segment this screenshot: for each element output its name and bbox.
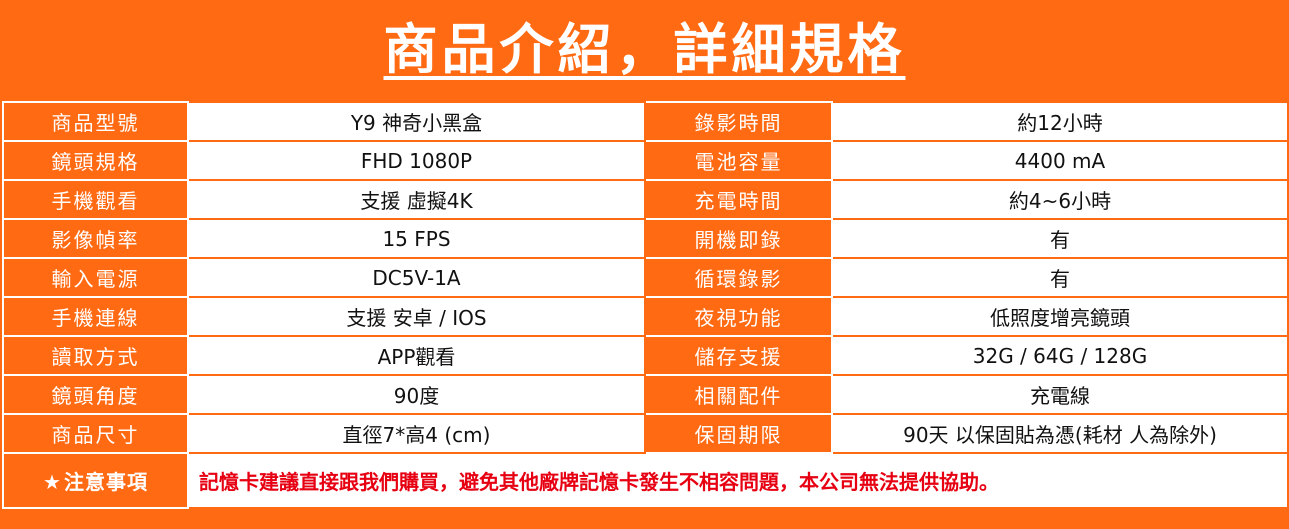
spec-label: 電池容量 — [644, 140, 833, 181]
notice-label: 注意事項 — [63, 470, 148, 494]
spec-row: 輸入電源 DC5V-1A 循環錄影 有 — [2, 257, 1289, 298]
spec-value: 支援 虛擬4K — [187, 179, 646, 220]
spec-value: APP觀看 — [187, 335, 646, 376]
spec-label: 開機即錄 — [644, 218, 833, 259]
star-icon: ★ — [43, 470, 62, 494]
spec-row: 讀取方式 APP觀看 儲存支援 32G / 64G / 128G — [2, 335, 1289, 376]
spec-value: FHD 1080P — [187, 140, 646, 181]
spec-value: Y9 神奇小黑盒 — [187, 101, 646, 142]
spec-value: 充電線 — [831, 374, 1289, 415]
spec-row: 手機觀看 支援 虛擬4K 充電時間 約4~6小時 — [2, 179, 1289, 220]
spec-value: 4400 mA — [831, 140, 1289, 181]
spec-label: 保固期限 — [644, 413, 833, 454]
spec-label: 商品型號 — [2, 101, 189, 142]
spec-label: 儲存支援 — [644, 335, 833, 376]
title-bar: 商品介紹，詳細規格 — [0, 0, 1289, 100]
spec-label: 手機連線 — [2, 296, 189, 337]
spec-value: 直徑7*高4 (cm) — [187, 413, 646, 454]
page-title: 商品介紹，詳細規格 — [383, 18, 906, 81]
spec-row: 手機連線 支援 安卓 / IOS 夜視功能 低照度增亮鏡頭 — [2, 296, 1289, 337]
spec-label: 輸入電源 — [2, 257, 189, 298]
spec-value: 90度 — [187, 374, 646, 415]
notice-text: 記憶卡建議直接跟我們購買，避免其他廠牌記憶卡發生不相容問題，本公司無法提供協助。 — [187, 452, 1289, 509]
spec-value: 有 — [831, 257, 1289, 298]
spec-label: 手機觀看 — [2, 179, 189, 220]
spec-row: 影像幀率 15 FPS 開機即錄 有 — [2, 218, 1289, 259]
spec-value: 有 — [831, 218, 1289, 259]
spec-label: 鏡頭角度 — [2, 374, 189, 415]
spec-value: 低照度增亮鏡頭 — [831, 296, 1289, 337]
spec-row: 商品型號 Y9 神奇小黑盒 錄影時間 約12小時 — [2, 101, 1289, 142]
spec-label: 充電時間 — [644, 179, 833, 220]
spec-value: 約4~6小時 — [831, 179, 1289, 220]
spec-value: 約12小時 — [831, 101, 1289, 142]
spec-row: 鏡頭規格 FHD 1080P 電池容量 4400 mA — [2, 140, 1289, 181]
spec-table: 商品型號 Y9 神奇小黑盒 錄影時間 約12小時 鏡頭規格 FHD 1080P … — [2, 101, 1289, 509]
spec-label: 讀取方式 — [2, 335, 189, 376]
spec-label: 相關配件 — [644, 374, 833, 415]
spec-label: 鏡頭規格 — [2, 140, 189, 181]
spec-row: 鏡頭角度 90度 相關配件 充電線 — [2, 374, 1289, 415]
spec-label: 商品尺寸 — [2, 413, 189, 454]
spec-label: 循環錄影 — [644, 257, 833, 298]
spec-label: 錄影時間 — [644, 101, 833, 142]
spec-value: 15 FPS — [187, 218, 646, 259]
spec-value: DC5V-1A — [187, 257, 646, 298]
spec-value: 支援 安卓 / IOS — [187, 296, 646, 337]
spec-row: 商品尺寸 直徑7*高4 (cm) 保固期限 90天 以保固貼為憑(耗材 人為除外… — [2, 413, 1289, 454]
spec-label: 影像幀率 — [2, 218, 189, 259]
spec-value: 90天 以保固貼為憑(耗材 人為除外) — [831, 413, 1289, 454]
notice-row: ★ 注意事項 記憶卡建議直接跟我們購買，避免其他廠牌記憶卡發生不相容問題，本公司無… — [2, 452, 1289, 509]
notice-label-cell: ★ 注意事項 — [2, 452, 189, 509]
spec-value: 32G / 64G / 128G — [831, 335, 1289, 376]
spec-label: 夜視功能 — [644, 296, 833, 337]
